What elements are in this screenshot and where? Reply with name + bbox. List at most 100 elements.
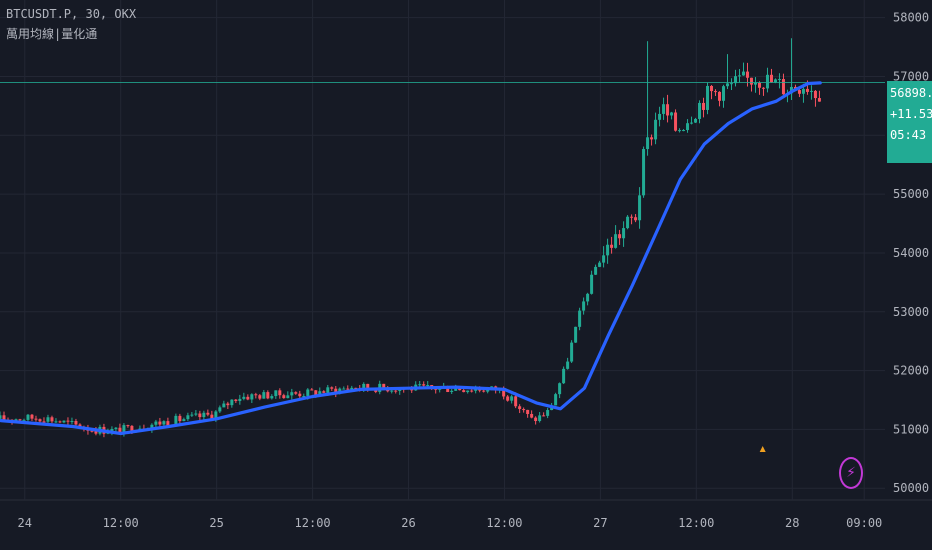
candle-body xyxy=(542,415,546,417)
candle-body xyxy=(202,412,206,418)
candle-body xyxy=(614,234,618,248)
indicator-title[interactable]: 萬用均線|量化通 xyxy=(6,27,98,41)
candle-body xyxy=(602,255,606,263)
candle-body xyxy=(646,137,650,150)
chart-grid xyxy=(0,0,932,501)
candle-body xyxy=(390,390,394,392)
symbol-title[interactable]: BTCUSDT.P, 30, OKX xyxy=(6,7,137,21)
candle-body xyxy=(638,195,642,221)
candle-body xyxy=(58,421,62,423)
candle-body xyxy=(306,389,310,397)
candle-body xyxy=(690,122,694,124)
candle-body xyxy=(54,421,58,423)
candle-body xyxy=(366,383,370,389)
candle-body xyxy=(590,274,594,294)
y-tick-label: 50000.0 xyxy=(893,481,932,495)
candle-body xyxy=(158,421,162,425)
candle-body xyxy=(274,390,278,397)
candle-body xyxy=(734,76,738,84)
candle-body xyxy=(126,425,130,427)
y-tick-label: 55000.0 xyxy=(893,187,932,201)
candle-body xyxy=(530,414,534,418)
y-tick-label: 53000.0 xyxy=(893,305,932,319)
candle-body xyxy=(210,414,214,420)
candle-body xyxy=(426,385,430,387)
candle-body xyxy=(454,388,458,391)
last-price-tag: 56898.2 +11.53% 05:43 xyxy=(887,81,932,163)
candle-body xyxy=(714,91,718,93)
candle-body xyxy=(122,425,126,434)
candle-body xyxy=(522,409,526,411)
triangle-up-icon xyxy=(759,446,766,452)
bar-countdown: 05:43 xyxy=(890,128,927,142)
candle-body xyxy=(781,79,785,95)
candle-body xyxy=(346,388,350,390)
candle-body xyxy=(534,417,538,422)
candle-body xyxy=(526,409,530,415)
candle-body xyxy=(582,301,586,311)
candle-body xyxy=(598,262,602,267)
lightning-bolt-icon[interactable]: ⚡ xyxy=(839,457,863,489)
candle-body xyxy=(234,399,238,402)
candle-body xyxy=(706,85,710,110)
x-tick-label: 28 xyxy=(785,516,799,530)
candle-body xyxy=(749,77,753,85)
candle-body xyxy=(462,390,466,393)
candle-body xyxy=(797,90,801,94)
candle-body xyxy=(174,415,178,425)
candle-body xyxy=(350,387,354,390)
candle-body xyxy=(813,90,817,99)
candle-body xyxy=(38,419,42,422)
candle-body xyxy=(222,403,226,408)
price-axis[interactable]: 50000.0 51000.0 52000.0 53000.0 54000.0 55000… xyxy=(893,11,932,496)
candle-body xyxy=(90,430,94,432)
candle-body xyxy=(686,123,690,131)
candle-body xyxy=(538,415,542,422)
candle-body xyxy=(574,326,578,343)
x-tick-label: 09:00 xyxy=(846,516,882,530)
candle-body xyxy=(290,392,294,396)
candlestick-series[interactable] xyxy=(0,38,821,438)
candle-body xyxy=(226,403,230,406)
candle-body xyxy=(817,98,821,102)
candle-body xyxy=(458,388,462,391)
candle-body xyxy=(302,396,306,398)
moving-average-line[interactable] xyxy=(0,81,822,436)
candle-body xyxy=(518,406,522,410)
candle-body xyxy=(178,415,182,422)
candle-body xyxy=(182,419,186,422)
y-tick-label: 51000.0 xyxy=(893,422,932,436)
candle-body xyxy=(254,394,258,396)
candle-body xyxy=(322,391,326,393)
candle-body xyxy=(769,74,773,83)
candle-body xyxy=(737,75,741,77)
candle-body xyxy=(478,389,482,391)
candle-body xyxy=(190,414,194,416)
candle-body xyxy=(682,130,686,132)
candle-body xyxy=(741,71,745,76)
candle-body xyxy=(118,427,122,434)
candle-body xyxy=(250,394,254,400)
candle-body xyxy=(482,390,486,392)
candle-body xyxy=(618,234,622,239)
candle-body xyxy=(506,396,510,401)
candle-body xyxy=(630,216,634,218)
x-tick-label: 24 xyxy=(18,516,32,530)
candle-body xyxy=(726,83,730,87)
candle-body xyxy=(46,417,50,422)
candle-body xyxy=(278,390,282,396)
y-tick-label: 58000.0 xyxy=(893,11,932,25)
candle-body xyxy=(242,396,246,399)
candle-body xyxy=(546,410,550,416)
time-axis[interactable]: 24 12:00 25 12:00 26 12:00 27 12:00 28 09:00 xyxy=(18,516,883,530)
y-tick-label: 57000.0 xyxy=(893,69,932,83)
candle-body xyxy=(318,391,322,396)
candle-body xyxy=(642,149,646,196)
candle-body xyxy=(382,383,386,388)
candle-body xyxy=(282,395,286,399)
candle-body xyxy=(514,396,518,407)
candle-body xyxy=(62,420,66,423)
candle-body xyxy=(326,387,330,393)
candle-body xyxy=(805,88,809,92)
